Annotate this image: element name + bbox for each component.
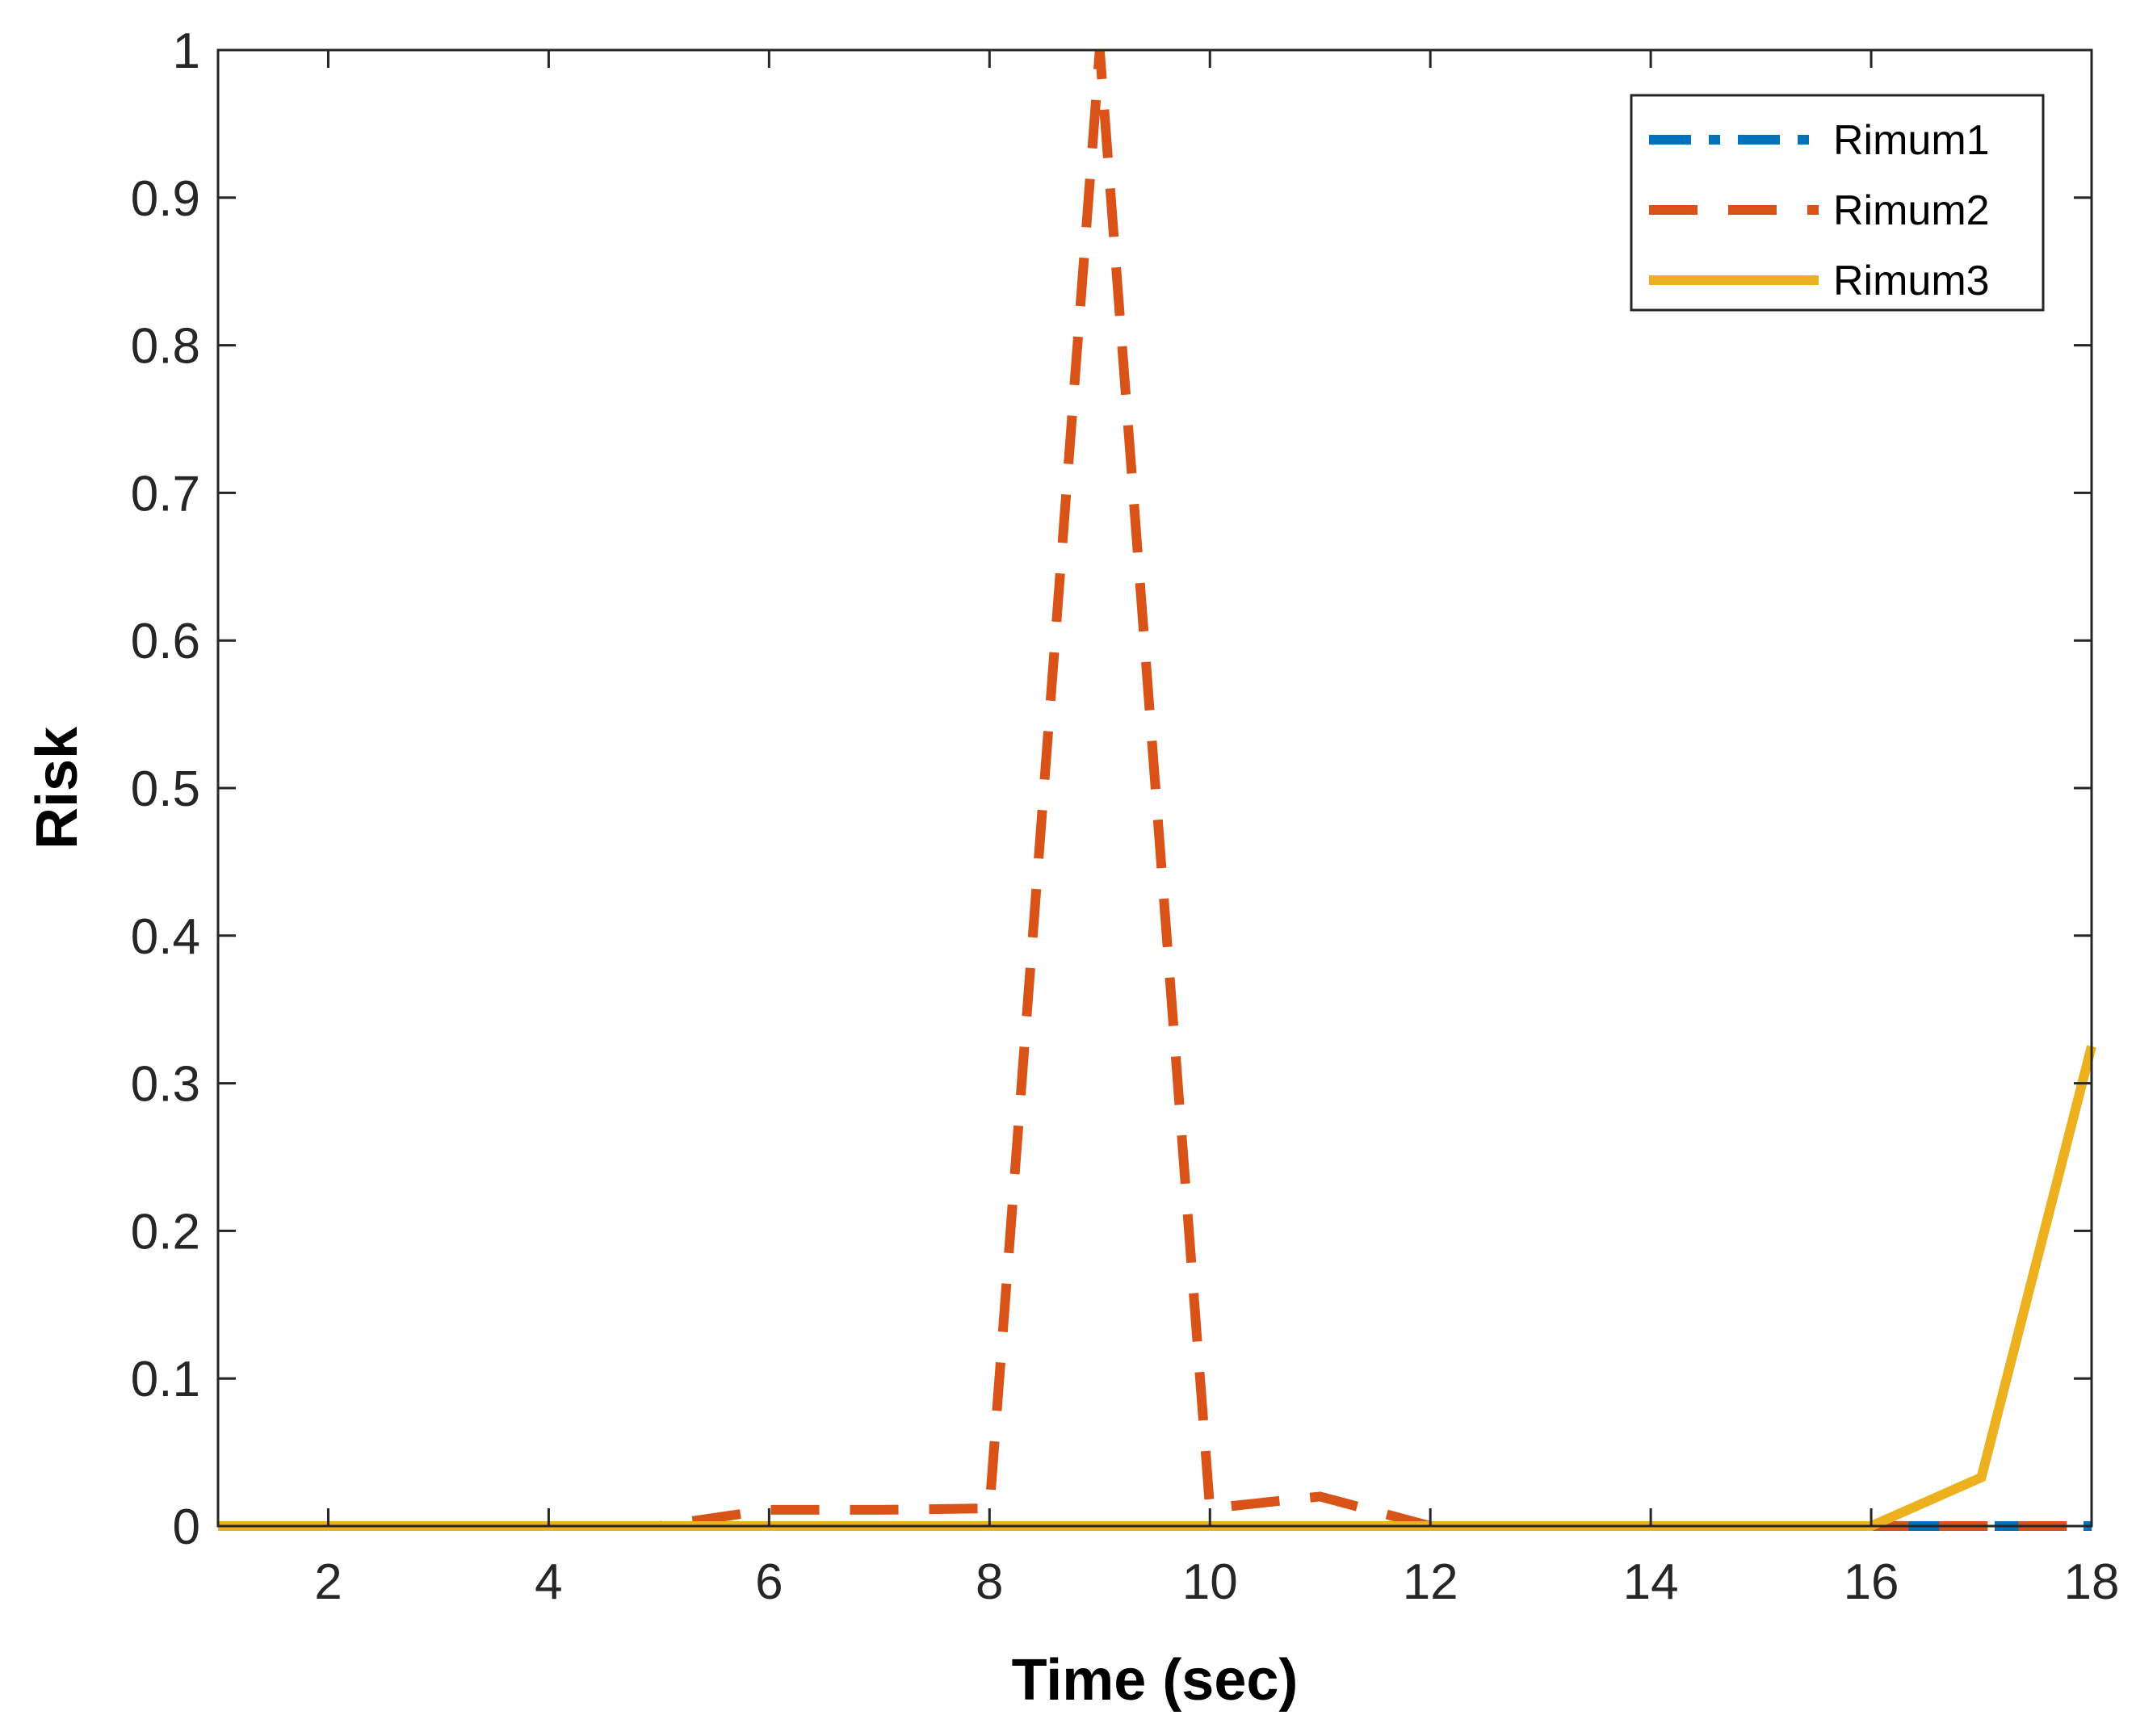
y-tick-label: 0.2 [131,1204,200,1260]
y-tick-label: 0.5 [131,761,200,817]
y-tick-label: 0.9 [131,171,200,227]
y-tick-label: 1 [173,23,200,79]
x-axis-ticks: 2 4 6 8 10 12 14 16 18 [314,50,2119,1610]
legend-box [1630,94,2045,312]
y-axis-ticks: 0 0.1 0.2 0.3 0.4 0.5 0.6 0.7 0.8 0.9 1 [131,23,2092,1555]
x-tick-label: 12 [1403,1554,1458,1610]
x-tick-label: 16 [1844,1554,1899,1610]
legend-label-2: Rimum2 [1833,187,1990,234]
y-tick-label: 0 [173,1499,200,1555]
y-tick-label: 0.3 [131,1057,200,1113]
legend-label-1: Rimum1 [1833,117,1990,164]
x-tick-label: 2 [314,1554,342,1610]
y-tick-label: 0.8 [131,319,200,375]
x-tick-label: 14 [1623,1554,1679,1610]
x-tick-label: 4 [535,1554,562,1610]
legend: Rimum1 Rimum2 Rimum3 [1630,94,2045,312]
y-tick-label: 0.4 [131,909,200,965]
y-tick-label: 0.7 [131,466,200,522]
series-line-2 [218,49,2092,1531]
y-axis-label: Risk [25,726,90,849]
legend-label-3: Rimum3 [1833,258,1990,304]
x-axis-label: Time (sec) [1012,1648,1299,1713]
x-tick-label: 8 [976,1554,1003,1610]
x-tick-label: 18 [2064,1554,2120,1610]
y-tick-label: 0.6 [131,614,200,669]
y-tick-label: 0.1 [131,1352,200,1407]
x-tick-label: 10 [1182,1554,1238,1610]
x-tick-label: 6 [755,1554,783,1610]
